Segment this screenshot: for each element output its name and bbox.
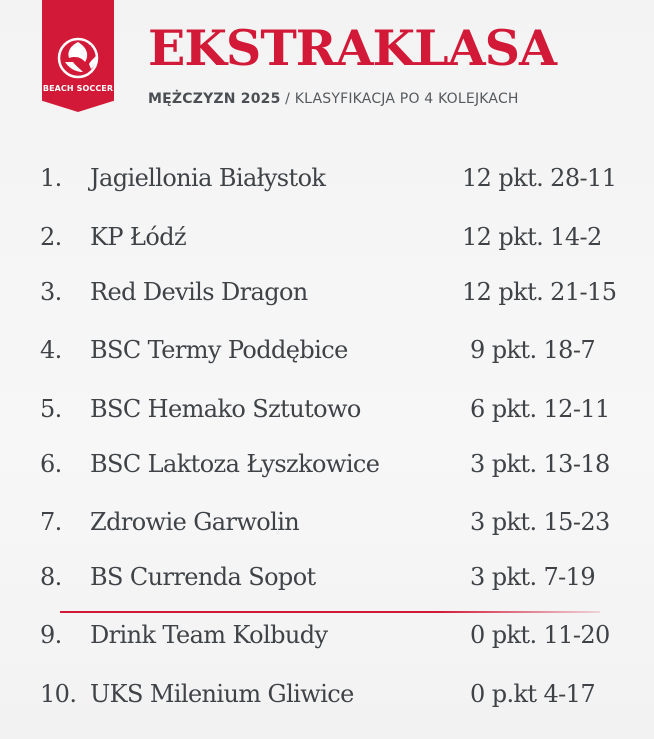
points-goals: 3 pkt. 15-23 xyxy=(470,508,610,536)
position: 1. xyxy=(40,164,62,192)
position: 3. xyxy=(40,278,62,306)
badge-text: BEACH SOCCER xyxy=(42,84,114,93)
team-name: Drink Team Kolbudy xyxy=(90,621,328,649)
relegation-divider xyxy=(60,611,600,613)
position: 2. xyxy=(40,223,62,251)
position: 7. xyxy=(40,508,62,536)
points-goals: 9 pkt. 18-7 xyxy=(470,336,596,364)
standings-row: 8. BS Currenda Sopot 3 pkt. 7-19 xyxy=(0,557,654,597)
points-goals: 12 pkt. 21-15 xyxy=(462,278,617,306)
points-goals: 6 pkt. 12-11 xyxy=(470,395,610,423)
points-goals: 0 p.kt 4-17 xyxy=(470,680,596,708)
team-name: BS Currenda Sopot xyxy=(90,563,316,591)
team-name: Red Devils Dragon xyxy=(90,278,308,306)
points-goals: 3 pkt. 7-19 xyxy=(470,563,596,591)
team-name: Jagiellonia Białystok xyxy=(90,164,326,192)
team-name: BSC Hemako Sztutowo xyxy=(90,395,361,423)
standings-row: 1. Jagiellonia Białystok 12 pkt. 28-11 xyxy=(0,158,654,198)
league-badge: BEACH SOCCER xyxy=(42,0,114,112)
team-name: Zdrowie Garwolin xyxy=(90,508,300,536)
team-name: UKS Milenium Gliwice xyxy=(90,680,354,708)
beach-soccer-ball-icon xyxy=(57,37,99,79)
subtitle-category: MĘŻCZYZN 2025 xyxy=(148,91,281,107)
points-goals: 12 pkt. 28-11 xyxy=(462,164,617,192)
standings-row: 4. BSC Termy Poddębice 9 pkt. 18-7 xyxy=(0,330,654,370)
position: 6. xyxy=(40,450,62,478)
position: 10. xyxy=(40,680,77,708)
standings-row: 10. UKS Milenium Gliwice 0 p.kt 4-17 xyxy=(0,674,654,714)
standings-row: 5. BSC Hemako Sztutowo 6 pkt. 12-11 xyxy=(0,389,654,429)
standings-row: 2. KP Łódź 12 pkt. 14-2 xyxy=(0,217,654,257)
standings-row: 9. Drink Team Kolbudy 0 pkt. 11-20 xyxy=(0,615,654,655)
team-name: BSC Termy Poddębice xyxy=(90,336,348,364)
position: 8. xyxy=(40,563,62,591)
page-title: EKSTRAKLASA xyxy=(148,19,557,77)
position: 9. xyxy=(40,621,62,649)
subtitle-detail: / KLASYFIKACJA PO 4 KOLEJKACH xyxy=(280,91,519,107)
standings-row: 3. Red Devils Dragon 12 pkt. 21-15 xyxy=(0,272,654,312)
team-name: KP Łódź xyxy=(90,223,187,251)
points-goals: 3 pkt. 13-18 xyxy=(470,450,610,478)
points-goals: 12 pkt. 14-2 xyxy=(462,223,602,251)
standings-row: 6. BSC Laktoza Łyszkowice 3 pkt. 13-18 xyxy=(0,444,654,484)
position: 5. xyxy=(40,395,62,423)
position: 4. xyxy=(40,336,62,364)
points-goals: 0 pkt. 11-20 xyxy=(470,621,610,649)
page-subtitle: MĘŻCZYZN 2025 / KLASYFIKACJA PO 4 KOLEJK… xyxy=(148,91,519,107)
standings-row: 7. Zdrowie Garwolin 3 pkt. 15-23 xyxy=(0,502,654,542)
team-name: BSC Laktoza Łyszkowice xyxy=(90,450,380,478)
